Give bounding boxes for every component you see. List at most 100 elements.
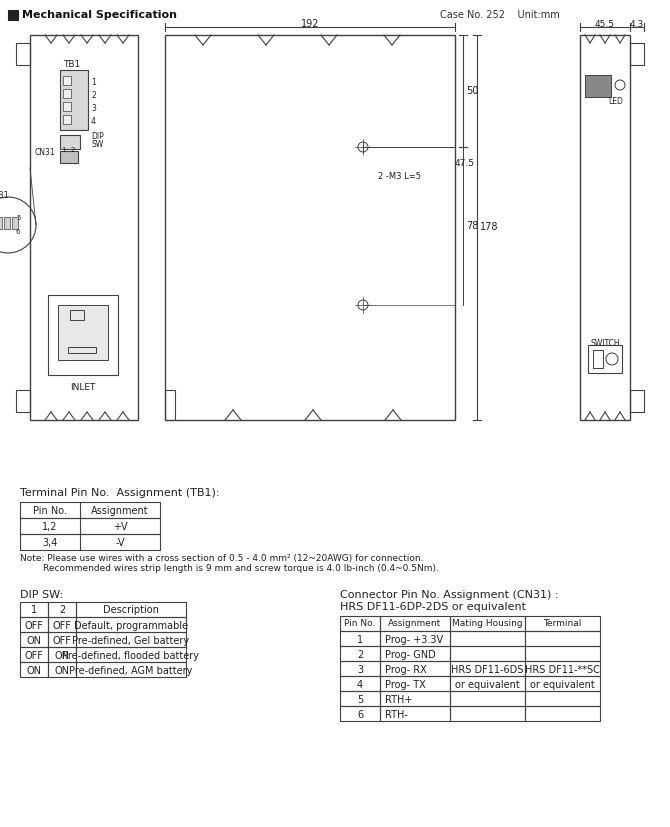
Text: CN31: CN31 bbox=[35, 148, 56, 157]
Bar bbox=[340, 646, 380, 661]
Text: -V: -V bbox=[115, 538, 125, 548]
Text: 1: 1 bbox=[357, 635, 363, 645]
Text: 5: 5 bbox=[357, 695, 363, 705]
Text: 78: 78 bbox=[466, 221, 478, 231]
Text: 4: 4 bbox=[357, 680, 363, 690]
Bar bbox=[380, 661, 450, 676]
Bar bbox=[450, 676, 525, 691]
Bar bbox=[48, 662, 76, 677]
Text: SW: SW bbox=[91, 140, 103, 149]
Text: Default, programmable: Default, programmable bbox=[74, 621, 188, 631]
Bar bbox=[76, 617, 186, 632]
Bar bbox=[48, 632, 76, 647]
Text: ON: ON bbox=[54, 666, 70, 676]
Bar bbox=[20, 518, 160, 534]
Text: ON: ON bbox=[27, 666, 42, 676]
Bar bbox=[63, 76, 71, 85]
Bar bbox=[380, 616, 450, 631]
Bar bbox=[450, 661, 525, 676]
Bar bbox=[380, 646, 450, 661]
Bar bbox=[16, 43, 30, 65]
Text: 4: 4 bbox=[91, 117, 96, 126]
Bar bbox=[165, 390, 175, 420]
Text: LED: LED bbox=[608, 97, 624, 106]
Text: OFF: OFF bbox=[52, 636, 72, 646]
Bar bbox=[525, 676, 600, 691]
Bar bbox=[450, 691, 525, 706]
Bar bbox=[48, 602, 76, 617]
Bar bbox=[525, 661, 600, 676]
Text: DIP SW:: DIP SW: bbox=[20, 590, 63, 600]
Bar bbox=[165, 35, 455, 420]
Bar bbox=[60, 151, 78, 163]
Text: 45.5: 45.5 bbox=[595, 20, 615, 29]
Text: Pre-defined, flooded battery: Pre-defined, flooded battery bbox=[62, 651, 200, 661]
Bar bbox=[30, 35, 138, 420]
Bar bbox=[630, 390, 644, 412]
Text: OFF: OFF bbox=[25, 621, 44, 631]
Bar bbox=[60, 135, 80, 149]
Text: Pre-defined, Gel battery: Pre-defined, Gel battery bbox=[72, 636, 190, 646]
Bar bbox=[525, 706, 600, 721]
Bar bbox=[20, 617, 48, 632]
Text: 1: 1 bbox=[31, 605, 37, 615]
Bar bbox=[12, 217, 18, 229]
Text: Prog- +3.3V: Prog- +3.3V bbox=[385, 635, 443, 645]
Text: HRS DF11-6DP-2DS or equivalent: HRS DF11-6DP-2DS or equivalent bbox=[340, 602, 526, 612]
Text: 1  2: 1 2 bbox=[62, 147, 75, 153]
Bar bbox=[450, 646, 525, 661]
Bar bbox=[76, 662, 186, 677]
Text: ON: ON bbox=[54, 651, 70, 661]
Text: Terminal: Terminal bbox=[543, 619, 581, 628]
Bar bbox=[380, 676, 450, 691]
Bar bbox=[340, 691, 380, 706]
Text: 50: 50 bbox=[466, 86, 478, 96]
Text: Prog- GND: Prog- GND bbox=[385, 650, 436, 660]
Bar bbox=[16, 390, 30, 412]
Bar bbox=[76, 632, 186, 647]
Text: Description: Description bbox=[103, 605, 159, 615]
Text: RTH-: RTH- bbox=[385, 710, 408, 720]
Text: or equivalent: or equivalent bbox=[455, 680, 519, 690]
Text: Case No. 252    Unit:mm: Case No. 252 Unit:mm bbox=[440, 10, 559, 20]
Text: INLET: INLET bbox=[70, 383, 96, 392]
Bar bbox=[525, 646, 600, 661]
Bar bbox=[20, 647, 48, 662]
Text: 2: 2 bbox=[59, 605, 65, 615]
Text: Note: Please use wires with a cross section of 0.5 - 4.0 mm² (12~20AWG) for conn: Note: Please use wires with a cross sect… bbox=[20, 554, 439, 573]
Text: HRS DF11-**SC: HRS DF11-**SC bbox=[525, 665, 600, 675]
Bar bbox=[450, 631, 525, 646]
Text: Prog- RX: Prog- RX bbox=[385, 665, 427, 675]
Bar bbox=[380, 691, 450, 706]
Text: 178: 178 bbox=[480, 222, 498, 232]
Bar bbox=[585, 75, 611, 97]
Bar bbox=[58, 305, 108, 360]
Bar bbox=[63, 89, 71, 98]
Bar bbox=[20, 602, 48, 617]
Text: DIP: DIP bbox=[91, 132, 104, 141]
Bar bbox=[0, 217, 2, 229]
Text: Pin No.: Pin No. bbox=[33, 506, 67, 516]
Bar bbox=[4, 217, 10, 229]
Text: 47.5: 47.5 bbox=[455, 159, 475, 168]
Text: 1: 1 bbox=[91, 78, 96, 87]
Bar bbox=[76, 602, 186, 617]
Text: 3,4: 3,4 bbox=[42, 538, 58, 548]
Bar bbox=[60, 70, 88, 130]
Text: 3: 3 bbox=[91, 104, 96, 113]
Bar bbox=[525, 631, 600, 646]
Bar bbox=[63, 102, 71, 111]
Text: Pin No.: Pin No. bbox=[344, 619, 376, 628]
Text: Pre-defined, AGM battery: Pre-defined, AGM battery bbox=[69, 666, 193, 676]
Bar bbox=[68, 347, 96, 353]
Text: 5: 5 bbox=[16, 215, 20, 221]
Bar bbox=[20, 502, 160, 518]
Text: or equivalent: or equivalent bbox=[529, 680, 594, 690]
Text: TB1: TB1 bbox=[64, 60, 80, 69]
Bar bbox=[48, 617, 76, 632]
Text: 2: 2 bbox=[357, 650, 363, 660]
Text: OFF: OFF bbox=[25, 651, 44, 661]
Bar bbox=[340, 616, 380, 631]
Bar bbox=[76, 647, 186, 662]
Bar bbox=[380, 706, 450, 721]
